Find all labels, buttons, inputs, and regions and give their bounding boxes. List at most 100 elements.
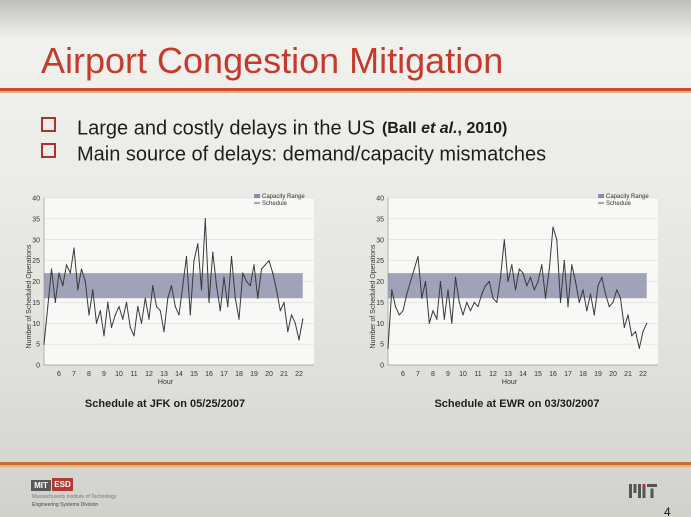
bullet-item: Main source of delays: demand/capacity m… xyxy=(41,143,546,167)
jfk-schedule-chart: 0 5 10 15 20 25 30 35 40 6 7 8 9 10 11 12 13 14 15 16 17 18 19… xyxy=(26,194,314,386)
data-point xyxy=(604,293,607,295)
data-point xyxy=(533,289,535,291)
footer-rule xyxy=(0,462,691,465)
data-point xyxy=(623,326,625,328)
legend-label: Capacity Range xyxy=(262,194,305,200)
data-point xyxy=(163,331,165,333)
data-point xyxy=(193,260,195,262)
legend-label: Capacity Range xyxy=(606,194,649,200)
data-point xyxy=(122,318,124,320)
data-point xyxy=(73,247,75,249)
data-point xyxy=(552,226,554,228)
x-tick-label: 15 xyxy=(190,371,198,378)
x-tick-label: 6 xyxy=(57,371,61,378)
x-tick-label: 7 xyxy=(416,371,420,378)
data-point xyxy=(197,243,199,245)
data-point xyxy=(398,314,400,316)
title-rule-accent xyxy=(0,91,691,93)
data-point xyxy=(223,276,225,278)
data-point xyxy=(238,318,240,320)
x-tick-label: 17 xyxy=(220,371,228,378)
data-point xyxy=(95,322,98,324)
y-tick-label: 20 xyxy=(376,279,384,286)
data-point xyxy=(424,280,427,283)
y-tick-label: 0 xyxy=(380,363,384,370)
data-point xyxy=(283,301,285,303)
bullet-checkbox-icon xyxy=(41,117,56,132)
x-tick-label: 9 xyxy=(102,371,106,378)
x-tick-label: 16 xyxy=(549,371,557,378)
y-axis-label: Number of Scheduled Operations xyxy=(26,244,33,348)
y-tick-label: 40 xyxy=(376,196,384,203)
y-tick-label: 15 xyxy=(32,300,40,307)
data-point xyxy=(47,306,49,308)
data-point xyxy=(167,297,169,299)
data-point xyxy=(608,306,610,308)
data-point xyxy=(204,218,206,220)
citation: (Ball et al., 2010) xyxy=(382,120,507,137)
data-point xyxy=(148,318,150,320)
data-point xyxy=(264,264,266,266)
x-tick-label: 22 xyxy=(639,371,647,378)
x-tick-label: 10 xyxy=(115,371,123,378)
data-point xyxy=(208,301,210,303)
x-tick-label: 16 xyxy=(205,371,213,378)
x-tick-label: 17 xyxy=(564,371,572,378)
data-point xyxy=(54,301,56,303)
data-point xyxy=(298,339,300,341)
y-tick-label: 20 xyxy=(32,279,40,286)
chart-caption-ewr: Schedule at EWR on 03/30/2007 xyxy=(434,398,600,410)
data-point xyxy=(518,268,520,270)
data-point xyxy=(529,276,532,278)
x-tick-label: 9 xyxy=(446,371,450,378)
data-point xyxy=(511,264,513,266)
data-point xyxy=(234,297,236,299)
slide-title: Airport Congestion Mitigation xyxy=(41,40,504,81)
y-tick-label: 15 xyxy=(376,300,384,307)
data-point xyxy=(88,314,90,316)
data-point xyxy=(619,297,622,299)
top-shadow xyxy=(0,0,691,38)
mit-logo: MIT xyxy=(31,480,51,491)
data-point xyxy=(80,268,83,270)
x-tick-label: 14 xyxy=(175,371,183,378)
data-point xyxy=(428,322,430,324)
division-name: Engineering Systems Division xyxy=(32,502,99,508)
x-tick-label: 15 xyxy=(534,371,542,378)
data-point xyxy=(159,310,161,312)
data-point xyxy=(65,264,68,266)
data-point xyxy=(507,280,509,283)
data-point xyxy=(481,293,483,295)
data-point xyxy=(559,301,562,303)
data-point xyxy=(174,306,176,308)
data-point xyxy=(537,280,539,283)
x-tick-label: 21 xyxy=(280,371,288,378)
data-point xyxy=(496,301,498,303)
x-tick-label: 18 xyxy=(579,371,587,378)
citation-suffix: , 2010) xyxy=(457,119,508,137)
data-point xyxy=(110,326,113,328)
data-point xyxy=(294,322,296,324)
data-point xyxy=(170,285,173,287)
data-point xyxy=(544,297,547,299)
data-point xyxy=(302,318,304,320)
data-point xyxy=(69,272,71,274)
x-tick-label: 19 xyxy=(594,371,602,378)
data-point xyxy=(268,260,270,262)
data-point xyxy=(586,310,588,312)
x-tick-label: 14 xyxy=(519,371,527,378)
data-point xyxy=(571,264,573,266)
x-tick-label: 22 xyxy=(295,371,303,378)
x-tick-label: 10 xyxy=(459,371,467,378)
legend-swatch-band xyxy=(598,194,604,198)
data-point xyxy=(458,301,460,303)
data-point xyxy=(118,306,120,308)
data-point xyxy=(43,343,45,345)
data-point xyxy=(391,289,393,291)
y-tick-label: 10 xyxy=(376,321,384,328)
bullet-text: Main source of delays: demand/capacity m… xyxy=(77,143,547,166)
data-point xyxy=(421,297,423,299)
data-point xyxy=(125,301,128,303)
